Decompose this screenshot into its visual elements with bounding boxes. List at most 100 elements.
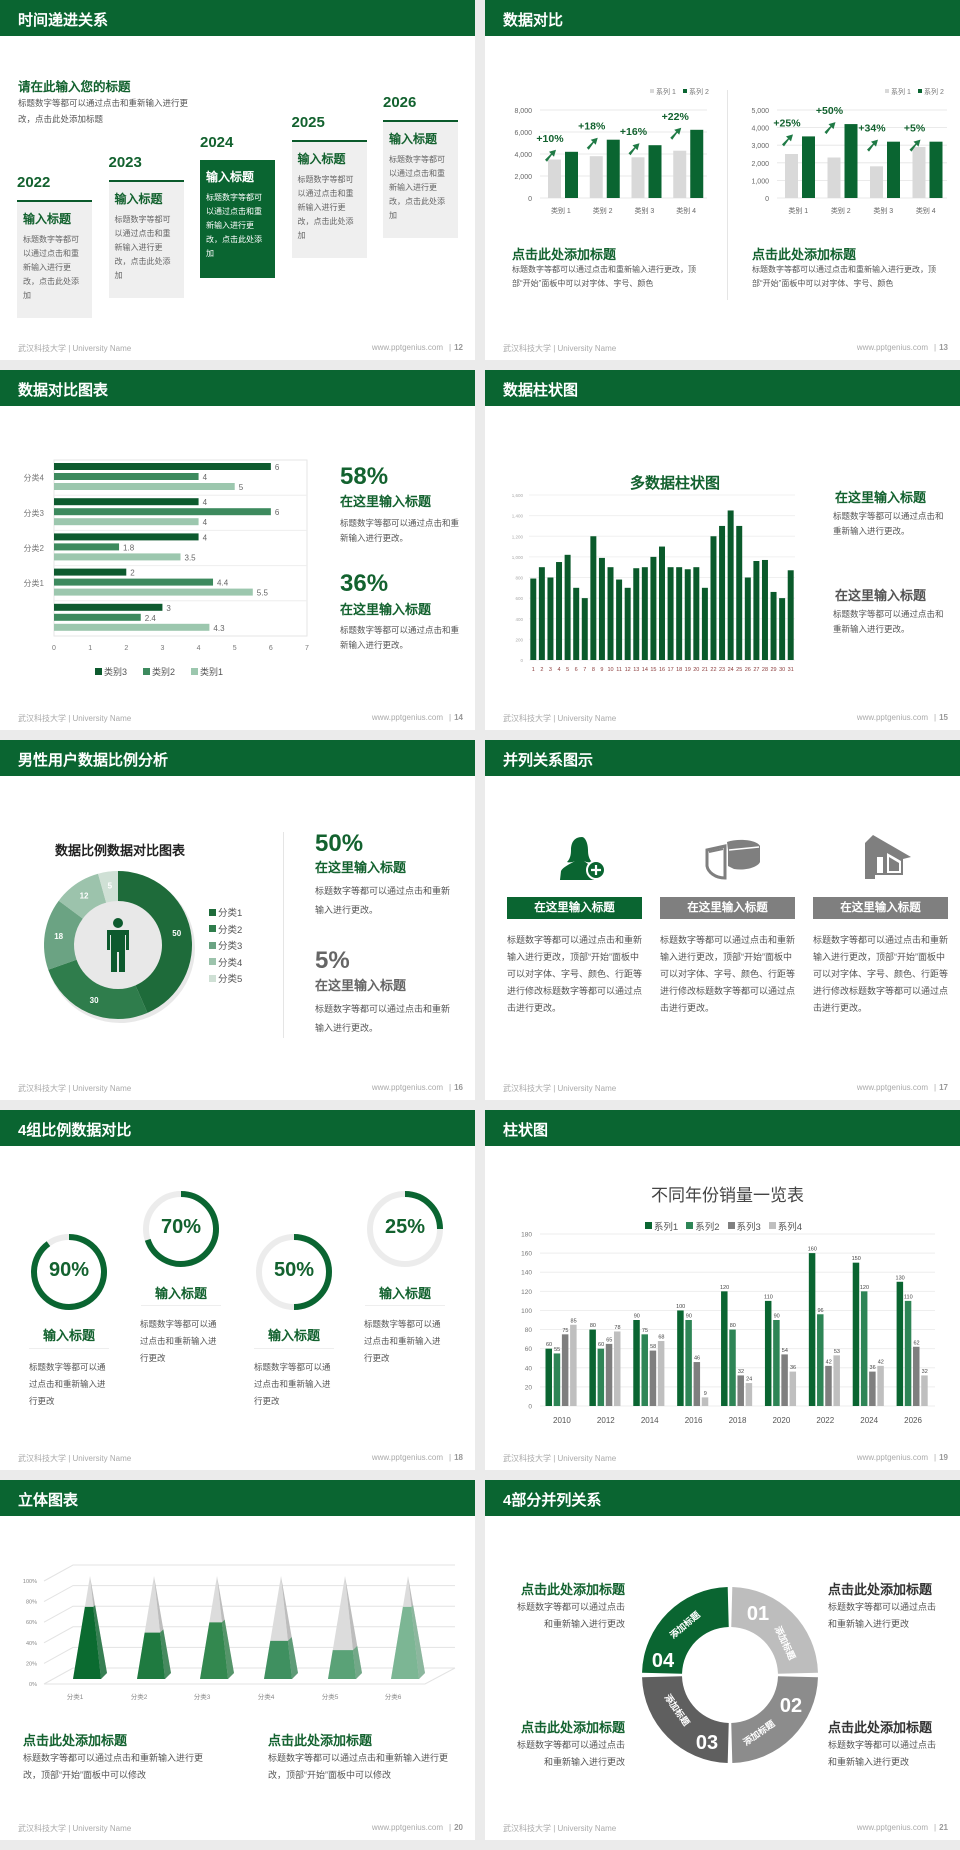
category-label: 分类4 xyxy=(258,1692,275,1701)
data-label: 6 xyxy=(275,508,280,517)
legend-item: 类别1 xyxy=(191,665,223,678)
pyramid-value xyxy=(200,1622,228,1679)
legend-swatch xyxy=(768,1222,776,1229)
x-tick-label: 2010 xyxy=(553,1416,571,1425)
x-tick-label: 1 xyxy=(532,667,535,673)
cycle-segment xyxy=(731,1587,818,1674)
data-label: 3 xyxy=(166,604,171,613)
data-label: 65 xyxy=(606,1337,612,1343)
y-tick-label: 8,000 xyxy=(514,108,532,115)
data-label: 80 xyxy=(590,1323,596,1329)
segment-number: 02 xyxy=(780,1695,802,1717)
growth-annotation: +10% xyxy=(536,133,564,145)
x-tick-label: 7 xyxy=(583,667,586,673)
x-tick-label: 14 xyxy=(642,667,648,673)
bar xyxy=(727,510,734,660)
legend-item: 分类1 xyxy=(209,904,242,921)
y-tick-label: 20 xyxy=(525,1384,533,1391)
data-label: 130 xyxy=(896,1275,905,1281)
slide-title: 数据柱状图 xyxy=(503,382,579,399)
x-tick-label: 6 xyxy=(269,645,273,652)
bar xyxy=(597,1348,605,1406)
slide-header: 并列关系图示 xyxy=(485,740,960,776)
y-tick-label: 80 xyxy=(525,1327,533,1334)
page-number: 14 xyxy=(454,713,463,722)
x-tick-label: 2014 xyxy=(641,1416,659,1425)
slide-title: 时间递进关系 xyxy=(18,12,109,29)
bar xyxy=(54,483,235,490)
footer-university: 武汉科技大学 | University Name xyxy=(18,1824,132,1833)
data-label: 36 xyxy=(870,1365,876,1371)
divider xyxy=(283,832,284,1038)
footer-separator: | xyxy=(934,1083,937,1092)
cycle-segment xyxy=(642,1587,729,1674)
footer-university: 武汉科技大学 | University Name xyxy=(503,1454,617,1463)
timeline-card-title: 输入标题 xyxy=(114,192,163,206)
timeline-card-body: 标题数字等都可以通过点击和重新输入进行更改，点击此处添加 xyxy=(23,235,79,300)
ring-progress xyxy=(293,1234,332,1310)
bar-chart: 0 1,000 2,000 3,000 4,000 5,000 类别 1 +25% 类别 2 +5… xyxy=(751,87,947,215)
bar xyxy=(538,567,545,660)
page-number: 21 xyxy=(939,1823,948,1832)
x-tick-label: 3 xyxy=(160,645,164,652)
y-tick-label: 1,200 xyxy=(512,534,524,539)
bar xyxy=(677,1310,684,1406)
3d-pyramid-chart: 0% 20% 40% 60% 80% 100% 分类1 分类2 分类3 分类4 分类5 分类6 xyxy=(23,1564,456,1701)
block-heading: 在这里输入标题 xyxy=(835,588,927,603)
bar xyxy=(761,559,768,660)
y-tick-label: 6,000 xyxy=(514,130,532,137)
footer-right: www.pptgenius.com | 14 xyxy=(372,713,463,722)
footer-url: www.pptgenius.com xyxy=(371,343,444,352)
x-tick-label: 5 xyxy=(233,645,237,652)
ring-body: 标题数字等都可以通过点击和重新输入进行更改 xyxy=(29,1362,106,1406)
arrow-icon xyxy=(628,143,640,156)
y-tick-label: 2,000 xyxy=(514,174,532,181)
pyramid-value xyxy=(137,1632,165,1679)
bar xyxy=(802,136,815,198)
slide-header: 柱状图 xyxy=(485,1110,960,1146)
bar xyxy=(648,145,662,198)
footer-right: www.pptgenius.com | 13 xyxy=(857,343,948,352)
growth-annotation: +5% xyxy=(904,123,926,135)
bar xyxy=(825,1365,832,1406)
pyramid-value-side xyxy=(93,1605,107,1679)
slide-title: 男性用户数据比例分析 xyxy=(18,752,169,769)
footer-separator: | xyxy=(449,1083,452,1092)
legend-swatch xyxy=(727,1222,735,1229)
bar xyxy=(721,1291,728,1406)
y-tick-label: 0 xyxy=(765,196,769,203)
chart-title: 多数据柱状图 xyxy=(629,475,720,492)
caption-body: 标题数字等都可以通过点击和重新输入进行更改，顶部“开始”面板中可以修改 xyxy=(268,1753,449,1780)
data-label: 4 xyxy=(203,533,208,542)
timeline-year: 2022 xyxy=(17,174,51,191)
x-tick-label: 1 xyxy=(88,645,92,652)
ring-percent: 70% xyxy=(160,1216,202,1238)
data-label: 60 xyxy=(546,1342,552,1348)
stat-value: 58% xyxy=(340,463,389,490)
x-tick-label: 类别 4 xyxy=(916,206,936,215)
segment-number: 01 xyxy=(747,1603,769,1625)
timeline-card-body: 标题数字等都可以通过点击和重新输入进行更改，点击此处添加 xyxy=(114,215,171,280)
x-tick-label: 6 xyxy=(575,667,578,673)
x-tick-label: 27 xyxy=(753,667,759,673)
divider xyxy=(727,90,728,300)
block-body: 标题数字等都可以通过点击和重新输入进行更改。 xyxy=(833,609,944,634)
bar xyxy=(789,1371,797,1406)
x-tick-label: 类别 3 xyxy=(873,206,893,215)
y-tick-label: 1,000 xyxy=(751,178,769,185)
legend-item: 系列1 xyxy=(644,1219,678,1233)
caption-heading: 点击此处添加标题 xyxy=(512,247,617,262)
data-label: 75 xyxy=(642,1328,648,1334)
timeline-card-title: 输入标题 xyxy=(389,132,438,146)
legend-label: 类别2 xyxy=(152,667,176,677)
footer-university: 武汉科技大学 | University Name xyxy=(18,1454,132,1463)
data-label: 2.4 xyxy=(145,614,157,623)
legend-swatch xyxy=(644,1222,652,1229)
block-line: 标题数字等都可以通过点击 xyxy=(516,1740,625,1750)
y-tick-label: 400 xyxy=(515,617,523,622)
legend-swatch xyxy=(686,1222,694,1229)
legend-item: 分类5 xyxy=(209,970,242,987)
block-heading: 点击此处添加标题 xyxy=(520,1720,625,1735)
x-tick-label: 31 xyxy=(788,667,794,673)
ring-percent: 90% xyxy=(48,1259,90,1281)
